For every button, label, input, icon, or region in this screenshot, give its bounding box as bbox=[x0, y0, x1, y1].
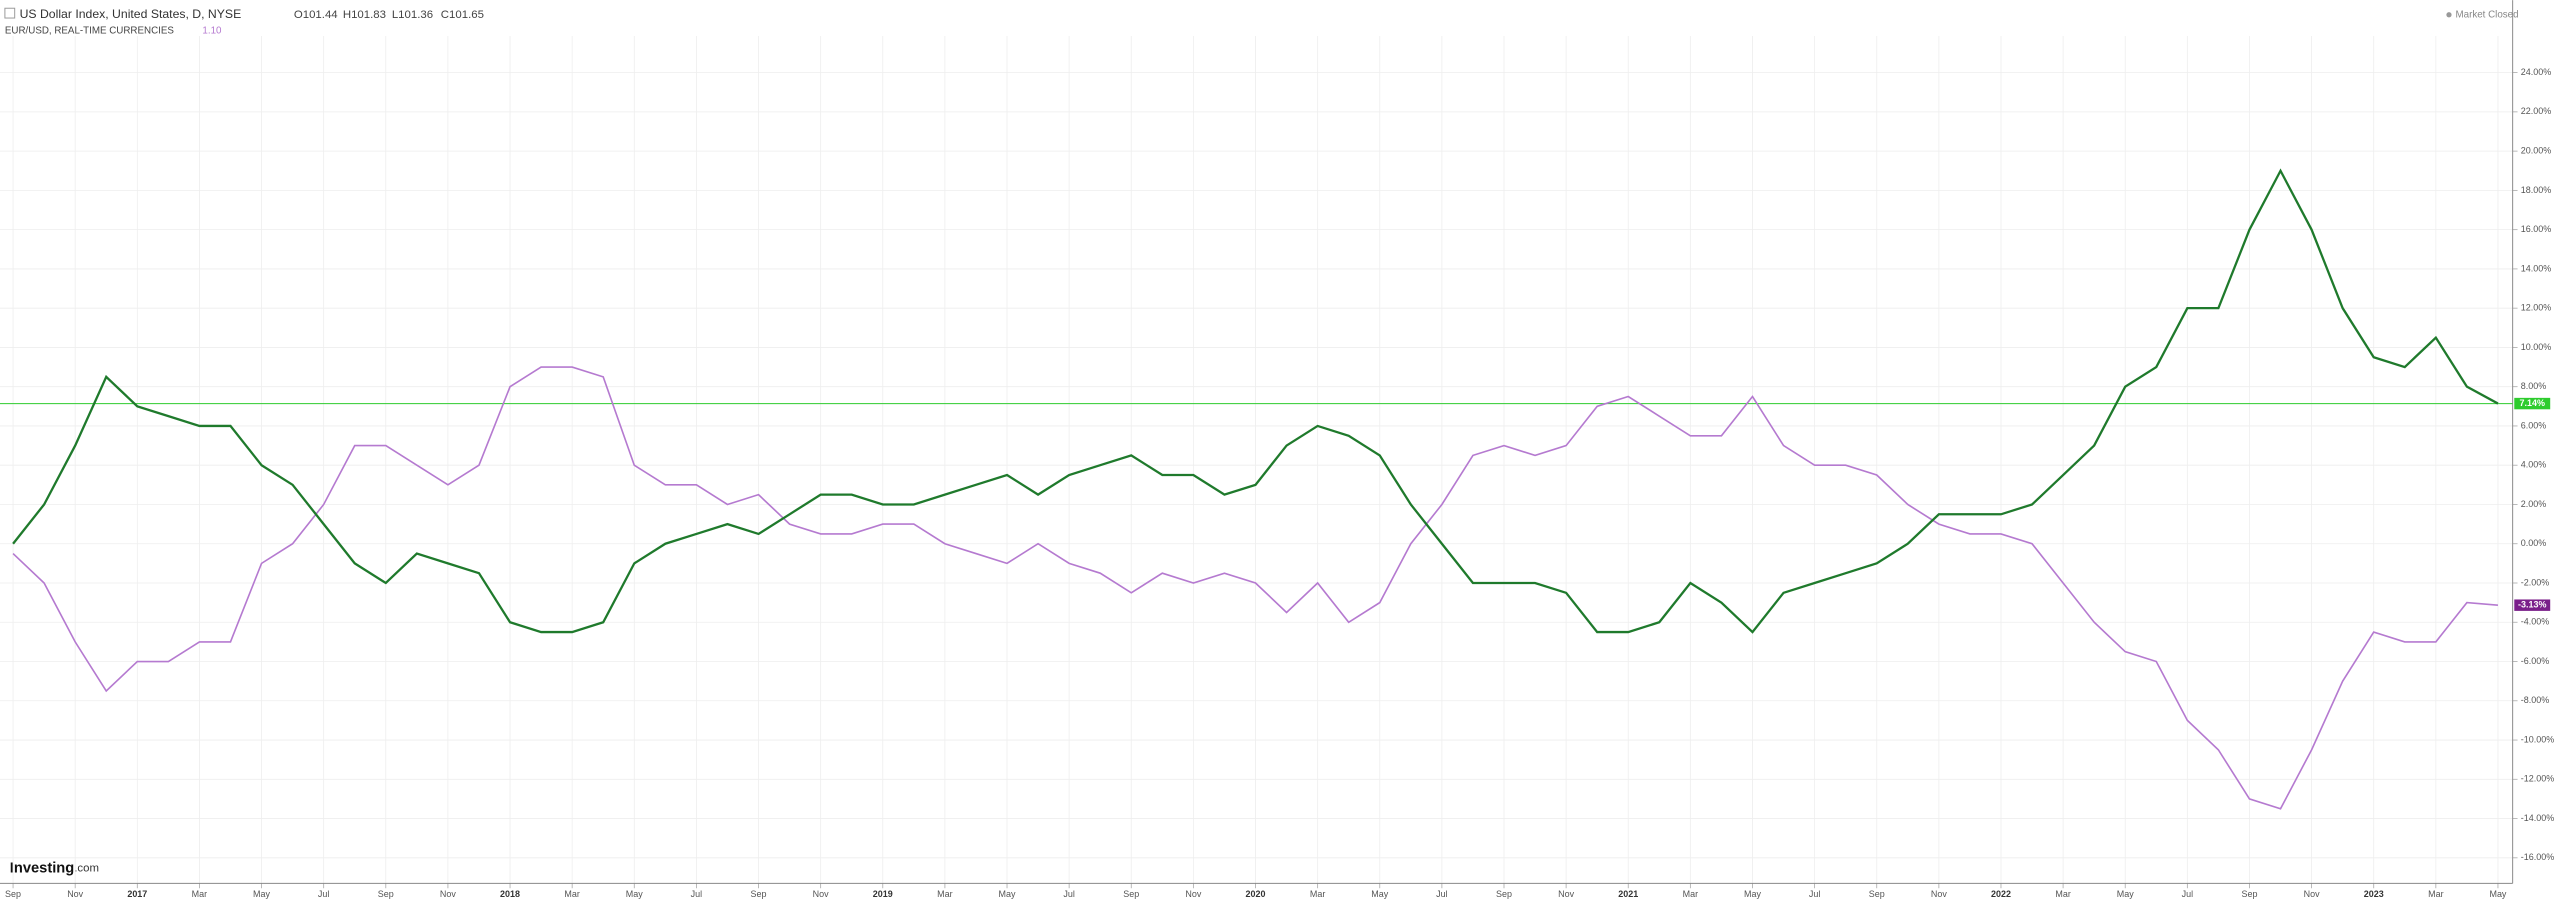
series-line bbox=[12, 366, 2499, 810]
x-tick-label: Sep bbox=[751, 889, 767, 899]
x-tick-label: May bbox=[999, 889, 1016, 899]
x-tick-label: May bbox=[253, 889, 270, 899]
x-tick-label: Jul bbox=[2182, 889, 2193, 899]
x-tick-label: May bbox=[1744, 889, 1761, 899]
x-tick-label: Mar bbox=[2428, 889, 2443, 899]
y-tick-label: 12.00% bbox=[2521, 303, 2551, 313]
x-tick-label: May bbox=[2489, 889, 2506, 899]
y-tick-label: -6.00% bbox=[2521, 656, 2549, 666]
last-value-badge bbox=[2514, 397, 2551, 410]
x-tick-label: 2018 bbox=[500, 889, 520, 899]
y-tick-label: 10.00% bbox=[2521, 342, 2551, 352]
y-tick-label: -8.00% bbox=[2521, 695, 2549, 705]
y-tick-label: -16.00% bbox=[2521, 852, 2554, 862]
x-tick-label: 2019 bbox=[873, 889, 893, 899]
y-tick-label: 14.00% bbox=[2521, 263, 2551, 273]
y-tick-label: 6.00% bbox=[2521, 420, 2546, 430]
brand: Investing.com bbox=[10, 861, 99, 877]
series-name: EUR/USD, REAL-TIME CURRENCIES bbox=[5, 26, 174, 37]
x-tick-label: May bbox=[626, 889, 643, 899]
quote-value: H101.83 bbox=[343, 9, 386, 21]
brand-suffix: .com bbox=[74, 863, 99, 875]
x-tick-label: 2017 bbox=[127, 889, 147, 899]
quote-value: L101.36 bbox=[392, 9, 433, 21]
x-tick-label: Sep bbox=[378, 889, 394, 899]
collapse-icon[interactable] bbox=[4, 7, 16, 19]
y-tick-label: 2.00% bbox=[2521, 499, 2546, 509]
y-tick-label: -2.00% bbox=[2521, 577, 2549, 587]
x-tick-label: Nov bbox=[813, 889, 829, 899]
x-tick-label: 2021 bbox=[1618, 889, 1638, 899]
x-tick-label: Jul bbox=[691, 889, 702, 899]
y-tick-label: 24.00% bbox=[2521, 67, 2551, 77]
y-tick-label: -4.00% bbox=[2521, 617, 2549, 627]
y-tick-label: 8.00% bbox=[2521, 381, 2546, 391]
y-tick-label: -10.00% bbox=[2521, 734, 2554, 744]
y-tick-label: 20.00% bbox=[2521, 146, 2551, 156]
series-name: US Dollar Index, United States, D, NYSE bbox=[20, 7, 242, 21]
x-tick-label: Sep bbox=[1496, 889, 1512, 899]
x-tick-label: Nov bbox=[1558, 889, 1574, 899]
last-value-label: 7.14% bbox=[2520, 398, 2545, 408]
x-tick-label: Mar bbox=[1683, 889, 1698, 899]
last-value-badge bbox=[2514, 599, 2551, 611]
quote-value: O101.44 bbox=[294, 9, 338, 21]
x-tick-label: Mar bbox=[937, 889, 952, 899]
y-tick-label: 4.00% bbox=[2521, 460, 2546, 470]
brand-name: Investing bbox=[10, 861, 74, 877]
x-tick-label: Jul bbox=[1436, 889, 1447, 899]
x-tick-label: 2020 bbox=[1246, 889, 1266, 899]
x-tick-label: May bbox=[2117, 889, 2134, 899]
x-tick-label: Mar bbox=[1310, 889, 1325, 899]
x-tick-label: Nov bbox=[1931, 889, 1947, 899]
x-tick-label: Nov bbox=[440, 889, 456, 899]
series-line bbox=[12, 168, 2499, 634]
last-value-label: -3.13% bbox=[2518, 600, 2546, 610]
y-tick-label: 16.00% bbox=[2521, 224, 2551, 234]
x-tick-label: Sep bbox=[5, 889, 21, 899]
x-tick-label: Mar bbox=[2055, 889, 2070, 899]
y-tick-label: 0.00% bbox=[2521, 538, 2546, 548]
x-tick-label: Jul bbox=[1063, 889, 1074, 899]
y-tick-label: -14.00% bbox=[2521, 813, 2554, 823]
y-tick-label: -12.00% bbox=[2521, 774, 2554, 784]
x-tick-label: Nov bbox=[67, 889, 83, 899]
quote-value: C101.65 bbox=[441, 9, 484, 21]
market-status: Market Closed bbox=[2456, 9, 2519, 20]
x-tick-label: Mar bbox=[192, 889, 207, 899]
y-tick-label: 22.00% bbox=[2521, 106, 2551, 116]
x-tick-label: Jul bbox=[1809, 889, 1820, 899]
x-tick-label: Sep bbox=[1869, 889, 1885, 899]
x-tick-label: Nov bbox=[1185, 889, 1201, 899]
status-dot bbox=[2446, 12, 2452, 18]
quote-value: 1.10 bbox=[202, 26, 222, 37]
x-tick-label: Sep bbox=[2241, 889, 2257, 899]
x-tick-label: Sep bbox=[1123, 889, 1139, 899]
x-tick-label: 2023 bbox=[2364, 889, 2384, 899]
y-tick-label: 18.00% bbox=[2521, 185, 2551, 195]
x-tick-label: Jul bbox=[318, 889, 329, 899]
x-tick-label: Nov bbox=[2304, 889, 2320, 899]
x-tick-label: 2022 bbox=[1991, 889, 2011, 899]
x-tick-label: May bbox=[1371, 889, 1388, 899]
x-tick-label: Mar bbox=[564, 889, 579, 899]
